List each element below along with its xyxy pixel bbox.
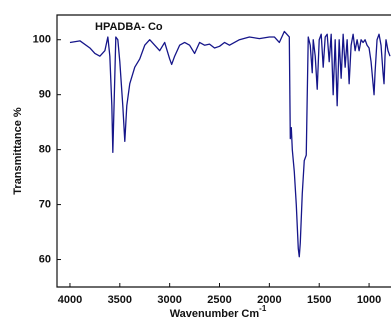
plot-frame	[56, 14, 391, 288]
x-tick-label: 2500	[207, 294, 231, 306]
x-axis-label: Wavenumber Cm-1	[170, 304, 267, 320]
x-tick-label: 1500	[307, 294, 331, 306]
x-tick-label: 3500	[108, 294, 132, 306]
y-tick-label: 80	[39, 144, 51, 156]
y-tick-label: 60	[39, 253, 51, 265]
x-tick-label: 3000	[157, 294, 181, 306]
y-tick-label: 70	[39, 198, 51, 210]
x-tick-label: 1000	[357, 294, 381, 306]
y-tick-label: 100	[33, 34, 51, 46]
spectrum-line	[69, 30, 391, 258]
y-axis-label: Transmittance %	[12, 107, 24, 195]
x-axis-label-text: Wavenumber Cm	[170, 308, 260, 320]
chart-title: HPADBA- Co	[95, 21, 163, 33]
x-tick-label: 4000	[58, 294, 82, 306]
y-tick-label: 90	[39, 89, 51, 101]
x-tick-label: 2000	[257, 294, 281, 306]
x-axis-label-superscript: -1	[259, 304, 267, 313]
